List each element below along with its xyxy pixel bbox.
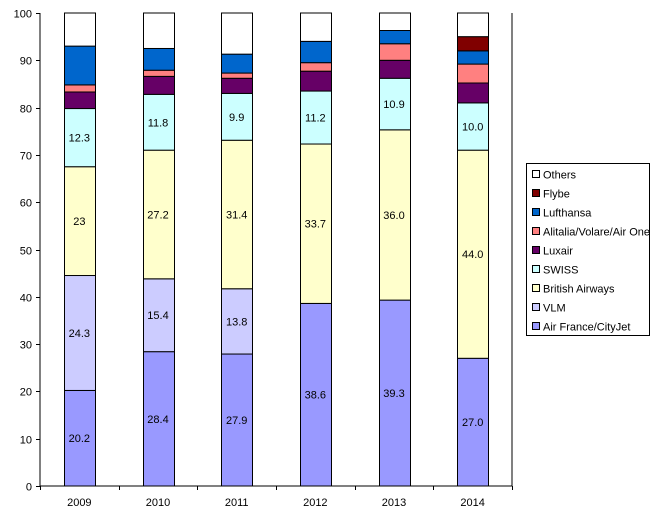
data-label-2010-british-airways: 27.2 bbox=[147, 209, 168, 221]
legend-label-lufthansa: Lufthansa bbox=[543, 208, 592, 220]
data-label-2010-air-france-cityjet: 28.4 bbox=[147, 414, 168, 426]
legend-swatch-swiss bbox=[532, 265, 540, 273]
legend-swatch-flybe bbox=[532, 189, 540, 197]
data-label-2014-british-airways: 44.0 bbox=[462, 249, 483, 261]
y-tick-label-40: 40 bbox=[20, 293, 32, 305]
legend-label-air-france-cityjet: Air France/CityJet bbox=[543, 322, 630, 334]
y-tick-label-0: 0 bbox=[26, 482, 32, 494]
legend-swatch-alitalia-volare-air-one bbox=[532, 227, 540, 235]
legend-label-vlm: VLM bbox=[543, 303, 566, 315]
y-tick-label-90: 90 bbox=[20, 56, 32, 68]
bar-2013-british-airways bbox=[379, 129, 411, 301]
data-label-2009-air-france-cityjet: 20.2 bbox=[69, 433, 90, 445]
bar-2011-air-france-cityjet bbox=[221, 353, 253, 487]
bar-2010-luxair bbox=[143, 75, 175, 95]
bar-2014-swiss bbox=[457, 102, 489, 151]
bar-2012-others bbox=[300, 12, 332, 42]
bar-2011-others bbox=[221, 12, 253, 55]
legend-swatch-vlm bbox=[532, 303, 540, 311]
legend-swatch-others bbox=[532, 170, 540, 178]
bar-2012-swiss bbox=[300, 90, 332, 145]
bar-2011-vlm bbox=[221, 288, 253, 355]
legend-swatch-luxair bbox=[532, 246, 540, 254]
bar-2013-swiss bbox=[379, 77, 411, 131]
data-label-2010-vlm: 15.4 bbox=[147, 310, 168, 322]
y-tick-label-70: 70 bbox=[20, 151, 32, 163]
bar-2014-alitalia-volare-air-one bbox=[457, 63, 489, 84]
bar-2014-flybe bbox=[457, 36, 489, 52]
bar-2009-lufthansa bbox=[64, 45, 96, 86]
bar-2013-alitalia-volare-air-one bbox=[379, 43, 411, 61]
y-tick-label-10: 10 bbox=[20, 435, 32, 447]
bar-2012-alitalia-volare-air-one bbox=[300, 62, 332, 72]
data-label-2013-swiss: 10.9 bbox=[383, 99, 404, 111]
bar-2009-vlm bbox=[64, 275, 96, 391]
bar-2013-others bbox=[379, 12, 411, 32]
data-label-2014-air-france-cityjet: 27.0 bbox=[462, 417, 483, 429]
data-label-2010-swiss: 11.8 bbox=[148, 117, 169, 129]
data-label-2009-swiss: 12.3 bbox=[69, 133, 90, 145]
bar-2011-luxair bbox=[221, 77, 253, 94]
bar-2010-alitalia-volare-air-one bbox=[143, 69, 175, 77]
bar-2013-air-france-cityjet bbox=[379, 299, 411, 487]
bar-2009-luxair bbox=[64, 91, 96, 110]
bar-2011-lufthansa bbox=[221, 53, 253, 74]
bar-2010-british-airways bbox=[143, 149, 175, 280]
y-tick-label-20: 20 bbox=[20, 387, 32, 399]
legend-label-flybe: Flybe bbox=[543, 189, 570, 201]
legend: Others Flybe Lufthansa Alitalia/Volare/Air … bbox=[526, 163, 650, 336]
bar-2014-luxair bbox=[457, 82, 489, 104]
legend-box bbox=[526, 163, 650, 336]
y-tick-label-50: 50 bbox=[20, 246, 32, 258]
data-label-2012-british-airways: 33.7 bbox=[305, 219, 326, 231]
legend-label-alitalia-volare-air-one: Alitalia/Volare/Air One bbox=[543, 227, 650, 239]
legend-label-swiss: SWISS bbox=[543, 265, 578, 277]
bar-2014-british-airways bbox=[457, 149, 489, 359]
y-tick-label-100: 100 bbox=[14, 9, 32, 21]
bar-2010-lufthansa bbox=[143, 47, 175, 71]
data-label-2012-swiss: 11.2 bbox=[305, 113, 326, 125]
bar-2014-others bbox=[457, 12, 489, 38]
bar-2011-alitalia-volare-air-one bbox=[221, 72, 253, 79]
data-label-2013-air-france-cityjet: 39.3 bbox=[383, 388, 404, 400]
y-tick-label-60: 60 bbox=[20, 198, 32, 210]
bar-2012-lufthansa bbox=[300, 40, 332, 64]
bar-2010-air-france-cityjet bbox=[143, 351, 175, 487]
x-tick-label-2013: 2013 bbox=[382, 497, 406, 509]
data-label-2013-british-airways: 36.0 bbox=[383, 210, 404, 222]
legend-swatch-air-france-cityjet bbox=[532, 322, 540, 330]
x-tick-label-2010: 2010 bbox=[146, 497, 170, 509]
bar-2010-swiss bbox=[143, 93, 175, 151]
bar-2010-others bbox=[143, 12, 175, 49]
data-label-2011-swiss: 9.9 bbox=[229, 112, 244, 124]
data-label-2009-vlm: 24.3 bbox=[69, 328, 90, 340]
data-label-2012-air-france-cityjet: 38.6 bbox=[305, 390, 326, 402]
data-label-2011-air-france-cityjet: 27.9 bbox=[226, 415, 247, 427]
x-tick-label-2011: 2011 bbox=[225, 497, 249, 509]
y-tick-label-80: 80 bbox=[20, 104, 32, 116]
bar-2010-vlm bbox=[143, 278, 175, 353]
bar-2014-lufthansa bbox=[457, 50, 489, 65]
legend-label-others: Others bbox=[543, 170, 577, 182]
bar-2012-luxair bbox=[300, 70, 332, 92]
legend-swatch-lufthansa bbox=[532, 208, 540, 216]
x-tick-label-2014: 2014 bbox=[460, 497, 484, 509]
bar-2009-others bbox=[64, 12, 96, 47]
bar-2013-luxair bbox=[379, 59, 411, 79]
data-label-2009-british-airways: 23 bbox=[73, 216, 85, 228]
legend-swatch-british-airways bbox=[532, 284, 540, 292]
data-label-2011-vlm: 13.8 bbox=[226, 316, 247, 328]
bar-2012-british-airways bbox=[300, 143, 332, 304]
data-label-2014-swiss: 10.0 bbox=[462, 122, 483, 134]
plot-area: 0 10 20 30 40 50 60 70 80 90 100 20.2 24.3 23 12.3 2009… bbox=[14, 9, 513, 509]
bar-2013-lufthansa bbox=[379, 30, 411, 45]
x-tick-label-2012: 2012 bbox=[303, 497, 327, 509]
x-tick-label-2009: 2009 bbox=[67, 497, 91, 509]
y-tick-label-30: 30 bbox=[20, 340, 32, 352]
data-label-2011-british-airways: 31.4 bbox=[226, 209, 247, 221]
legend-label-british-airways: British Airways bbox=[543, 284, 615, 296]
bar-2009-alitalia-volare-air-one bbox=[64, 84, 96, 93]
legend-label-luxair: Luxair bbox=[543, 246, 573, 258]
